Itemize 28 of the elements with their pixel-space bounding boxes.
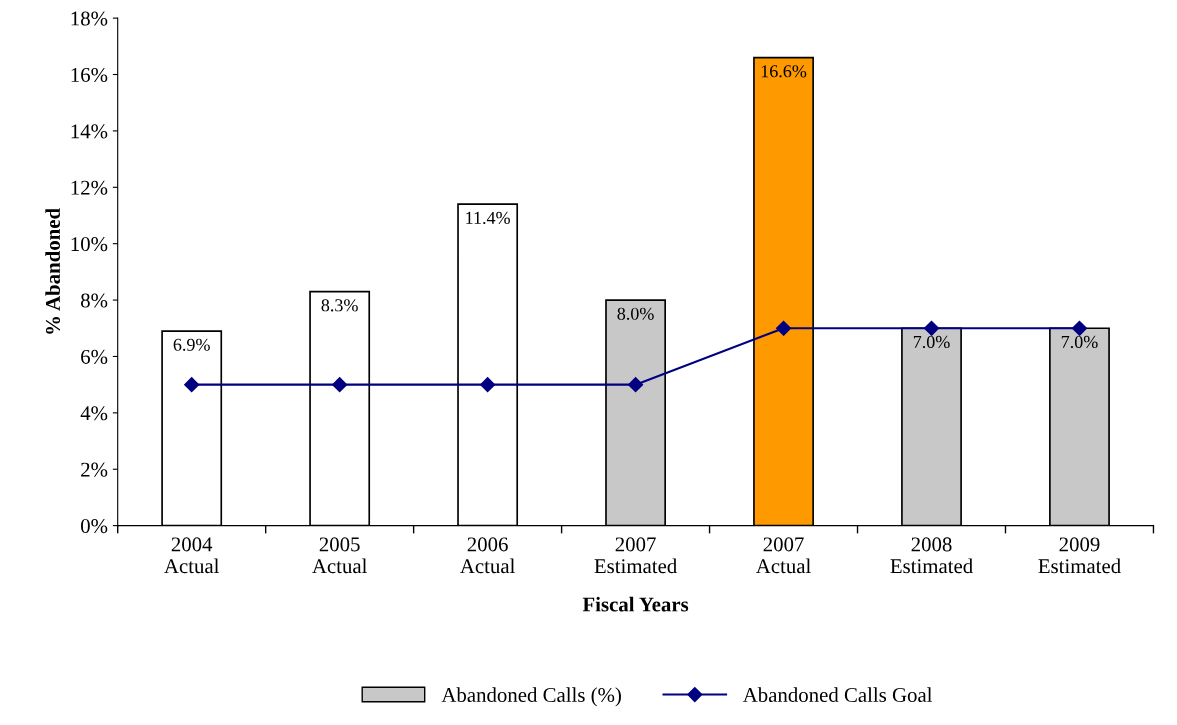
data-label: 8.3%: [321, 299, 358, 312]
y-tick-label: 18%: [71, 11, 108, 26]
x-tick-label: 2007 Actual: [755, 537, 811, 574]
data-label: 6.9%: [173, 338, 210, 351]
y-tick-label: 16%: [71, 67, 108, 83]
y-tick-label: 12%: [71, 180, 108, 195]
y-tick-label: 6%: [81, 349, 108, 364]
x-tick-label: 2008 Estimated: [890, 537, 973, 574]
y-tick-label: 10%: [71, 237, 108, 252]
x-tick-label: 2005 Actual: [312, 537, 367, 574]
x-axis-title: Fiscal Years: [582, 596, 689, 612]
legend-label: Abandoned Calls (%): [441, 687, 621, 707]
legend-label: Abandoned Calls Goal: [742, 687, 933, 703]
x-tick-label: 2004 Actual: [164, 537, 220, 574]
y-tick-label: 4%: [80, 406, 108, 421]
data-label: 11.4%: [466, 211, 510, 225]
data-label: 7.0%: [1061, 335, 1098, 349]
y-tick-label: 8%: [81, 293, 108, 308]
y-axis-title: % Abandoned: [45, 208, 61, 334]
x-tick-label: 2007 Estimated: [594, 537, 677, 574]
y-tick-label: 0%: [81, 519, 108, 534]
y-tick-label: 2%: [81, 462, 108, 477]
x-tick-label: 2006 Actual: [460, 537, 515, 574]
y-tick-label: 14%: [71, 124, 108, 139]
data-label: 8.0%: [617, 307, 654, 320]
data-label: 16.6%: [761, 65, 807, 78]
data-label: 7.0%: [913, 335, 950, 349]
x-tick-label: 2009 Estimated: [1038, 537, 1121, 574]
